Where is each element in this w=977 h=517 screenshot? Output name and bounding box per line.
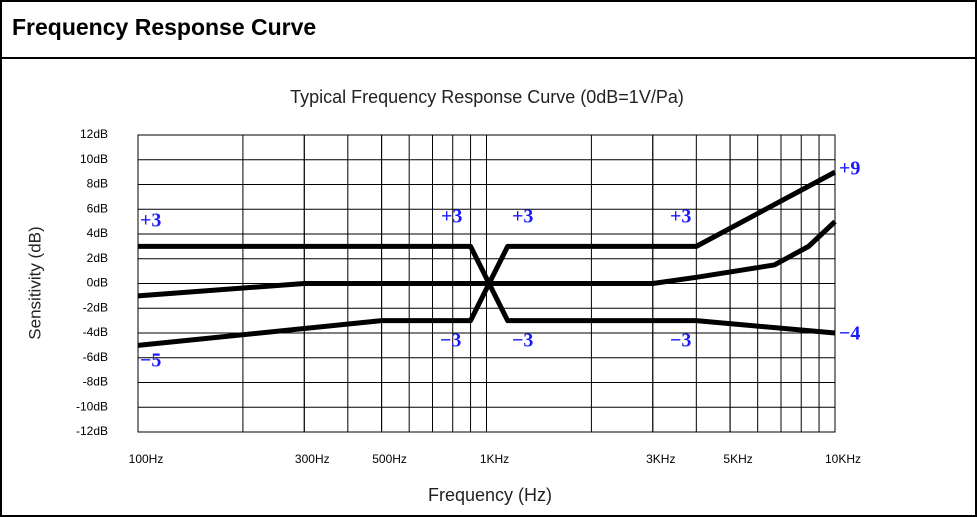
annotation: +3 [670,206,691,228]
annotation: +3 [441,206,462,228]
y-axis-label: Sensitivity (dB) [25,226,44,339]
y-tick-label: 12dB [80,127,108,141]
annotation: −3 [670,330,691,352]
annotation: −5 [140,350,161,372]
annotation: +3 [140,210,161,232]
y-tick-label: -12dB [76,424,108,438]
curve [137,219,837,299]
y-tick-label: 4dB [87,226,108,240]
x-tick-label: 5KHz [723,452,752,466]
y-tick-label: -4dB [83,325,108,339]
y-tick-label: 10dB [80,152,108,166]
y-tick-label: -10dB [76,399,108,413]
annotation: −4 [839,323,860,345]
x-tick-label: 1KHz [480,452,509,466]
x-axis-label: Frequency (Hz) [428,485,552,505]
y-tick-label: 2dB [87,251,108,265]
curve [138,243,836,336]
chart-title: Typical Frequency Response Curve (0dB=1V… [290,87,684,107]
annotation: −3 [512,330,533,352]
x-tick-label: 300Hz [295,452,330,466]
x-tick-label: 500Hz [372,452,407,466]
y-tick-label: 6dB [87,201,108,215]
y-tick-label: -2dB [83,300,108,314]
x-tick-label: 10KHz [825,452,861,466]
y-tick-label: 8dB [87,177,108,191]
y-tick-label: -8dB [83,375,108,389]
annotation: −3 [440,330,461,352]
y-tick-label: -6dB [83,350,108,364]
y-tick-label: 0dB [87,276,108,290]
header-title: Frequency Response Curve [12,14,316,40]
x-tick-label: 3KHz [646,452,675,466]
annotation: +3 [512,206,533,228]
plot-border [137,134,836,433]
annotation: +9 [839,158,860,180]
x-tick-label: 100Hz [129,452,164,466]
